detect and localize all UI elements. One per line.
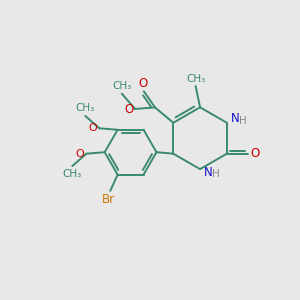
Text: O: O — [76, 149, 84, 159]
Text: O: O — [88, 123, 97, 133]
Text: O: O — [138, 76, 148, 89]
Text: O: O — [124, 103, 133, 116]
Text: H: H — [239, 116, 247, 126]
Text: N: N — [231, 112, 239, 125]
Text: N: N — [204, 167, 213, 179]
Text: CH₃: CH₃ — [62, 169, 81, 179]
Text: O: O — [250, 147, 260, 160]
Text: CH₃: CH₃ — [75, 103, 94, 113]
Text: CH₃: CH₃ — [187, 74, 206, 84]
Text: CH₃: CH₃ — [112, 81, 131, 91]
Text: H: H — [212, 169, 220, 179]
Text: Br: Br — [102, 193, 116, 206]
